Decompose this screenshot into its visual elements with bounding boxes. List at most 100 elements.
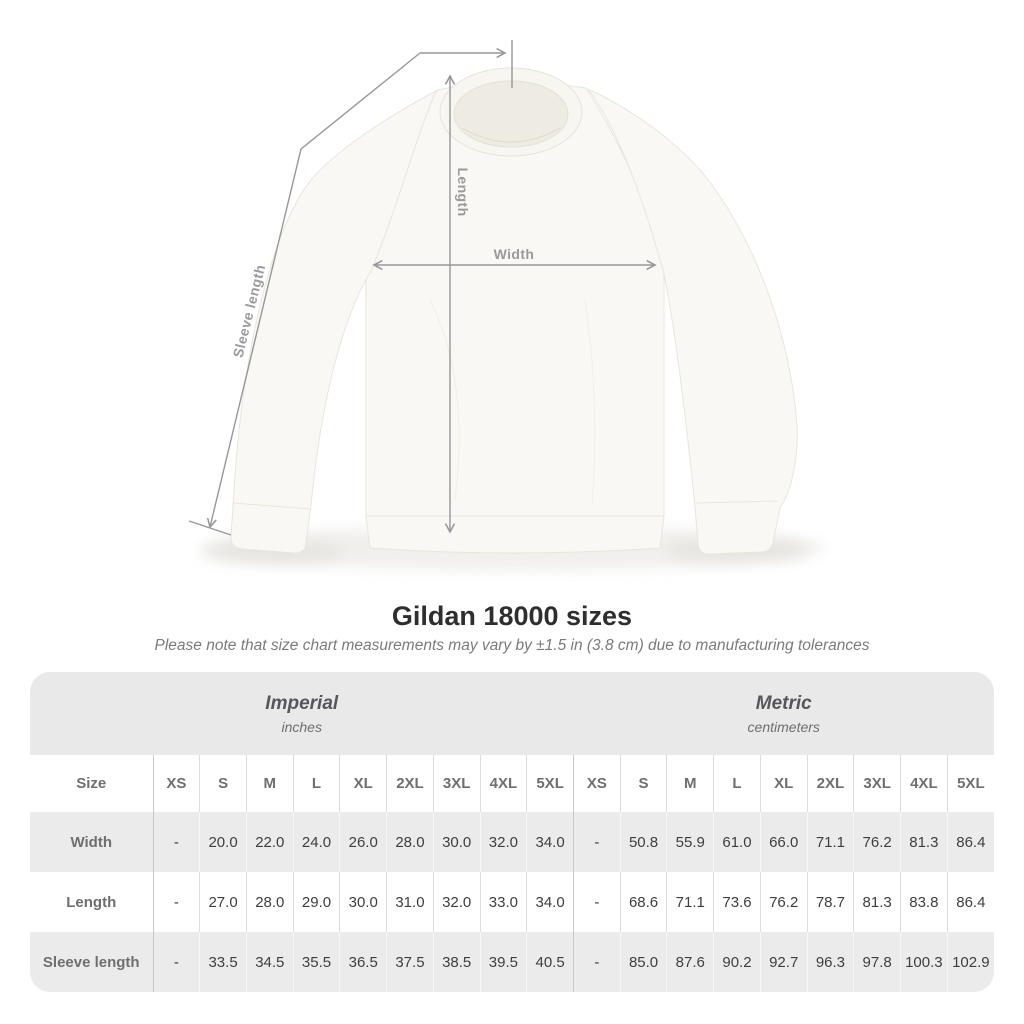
sweatshirt-hem (365, 515, 665, 554)
imperial-group-header: Imperial inches (30, 672, 574, 755)
size-header-imperial-4xl: 4XL (479, 755, 527, 812)
table-row-length: Length - 27.0 28.0 29.0 30.0 31.0 32.0 3… (30, 872, 994, 932)
sleeve-measure-line (210, 52, 421, 527)
imperial-label: Imperial (265, 692, 339, 714)
table-cell: 34.0 (526, 872, 574, 932)
size-header-metric-l: L (713, 755, 761, 812)
table-cell: 24.0 (292, 812, 340, 872)
table-cell: 27.0 (199, 872, 247, 932)
table-cell: 55.9 (666, 812, 714, 872)
row-label-length: Length (30, 872, 153, 932)
size-header-metric-2xl: 2XL (806, 755, 854, 812)
table-cell: - (152, 932, 200, 992)
table-cell: 61.0 (713, 812, 761, 872)
table-cell: 34.5 (245, 932, 294, 992)
sweatshirt-right-sleeve (587, 88, 798, 555)
table-cell: 38.5 (432, 932, 481, 992)
table-cell: 37.5 (386, 932, 434, 992)
table-cell: - (572, 872, 621, 932)
table-cell: 73.6 (713, 872, 761, 932)
table-cell: 34.0 (526, 812, 574, 872)
table-cell: - (572, 812, 621, 872)
length-measure-label: Length (455, 167, 471, 217)
table-cell: 32.0 (432, 872, 481, 932)
table-cell: 28.0 (386, 812, 434, 872)
size-header-imperial-xs: XS (152, 755, 200, 812)
page-title: Gildan 18000 sizes (391, 601, 633, 631)
size-header-imperial-m: M (245, 755, 294, 812)
size-header-imperial-s: S (199, 755, 247, 812)
table-cell: 66.0 (759, 812, 808, 872)
row-label-width: Width (30, 812, 153, 872)
table-cell: 68.6 (619, 872, 667, 932)
row-label-sleeve-length: Sleeve length (30, 932, 153, 992)
metric-group-header: Metric centimeters (573, 672, 994, 755)
table-cell: - (152, 872, 200, 932)
table-cell: 50.8 (619, 812, 667, 872)
tolerance-note: Please note that size chart measurements… (154, 637, 870, 654)
size-header-metric-xl: XL (759, 755, 808, 812)
table-cell: 86.4 (946, 812, 994, 872)
table-cell: 85.0 (619, 932, 667, 992)
sleeve-end-tick (188, 520, 232, 536)
size-header-imperial-xl: XL (339, 755, 387, 812)
width-measure-label: Width (493, 246, 535, 262)
size-column-header: Size (30, 755, 153, 812)
table-cell: 71.1 (666, 872, 714, 932)
sweatshirt-measurement-diagram: Length Width Sleeve length (188, 40, 825, 570)
table-cell: 96.3 (806, 932, 854, 992)
size-header-metric-5xl: 5XL (946, 755, 994, 812)
table-cell: 30.0 (432, 812, 481, 872)
table-cell: 39.5 (479, 932, 527, 992)
table-cell: 78.7 (806, 872, 854, 932)
size-chart-table: Imperial inches Metric centimeters Size … (30, 672, 994, 992)
size-header-imperial-l: L (292, 755, 340, 812)
table-cell: 22.0 (245, 812, 294, 872)
table-cell: 31.0 (386, 872, 434, 932)
table-cell: 76.2 (853, 812, 901, 872)
size-header-row: Size XS S M L XL 2XL 3XL 4XL 5XL XS S M … (30, 755, 994, 812)
table-row-width: Width - 20.0 22.0 24.0 26.0 28.0 30.0 32… (30, 812, 994, 872)
size-header-metric-s: S (619, 755, 667, 812)
table-cell: 33.0 (479, 872, 527, 932)
table-cell: 102.9 (946, 932, 994, 992)
table-cell: 36.5 (339, 932, 387, 992)
table-cell: 83.8 (900, 872, 948, 932)
table-cell: 92.7 (759, 932, 808, 992)
table-cell: 20.0 (199, 812, 247, 872)
table-cell: 29.0 (292, 872, 340, 932)
table-cell: 76.2 (759, 872, 808, 932)
table-cell: 71.1 (806, 812, 854, 872)
table-cell: 35.5 (292, 932, 340, 992)
table-cell: 40.5 (526, 932, 574, 992)
table-cell: 26.0 (339, 812, 387, 872)
measurement-lines (188, 40, 655, 536)
table-cell: 81.3 (853, 872, 901, 932)
size-header-imperial-3xl: 3XL (432, 755, 481, 812)
metric-unit-label: centimeters (747, 718, 820, 735)
size-header-metric-3xl: 3XL (853, 755, 901, 812)
table-row-sleeve-length: Sleeve length - 33.5 34.5 35.5 36.5 37.5… (30, 932, 994, 992)
unit-group-row: Imperial inches Metric centimeters (30, 672, 994, 755)
metric-label: Metric (755, 692, 812, 714)
table-cell: 28.0 (245, 872, 294, 932)
table-cell: 100.3 (900, 932, 948, 992)
sweatshirt-illustration (188, 40, 825, 570)
table-cell: 81.3 (900, 812, 948, 872)
size-header-metric-xs: XS (572, 755, 621, 812)
table-cell: 97.8 (853, 932, 901, 992)
table-cell: 87.6 (666, 932, 714, 992)
size-header-imperial-5xl: 5XL (526, 755, 574, 812)
table-cell: 32.0 (479, 812, 527, 872)
imperial-unit-label: inches (281, 718, 322, 735)
table-cell: - (572, 932, 621, 992)
size-header-metric-4xl: 4XL (900, 755, 948, 812)
table-cell: 90.2 (713, 932, 761, 992)
size-header-imperial-2xl: 2XL (386, 755, 434, 812)
table-cell: 33.5 (199, 932, 247, 992)
table-cell: 30.0 (339, 872, 387, 932)
table-cell: - (152, 812, 200, 872)
table-cell: 86.4 (946, 872, 994, 932)
sweatshirt-body-group (230, 67, 798, 555)
size-header-metric-m: M (666, 755, 714, 812)
